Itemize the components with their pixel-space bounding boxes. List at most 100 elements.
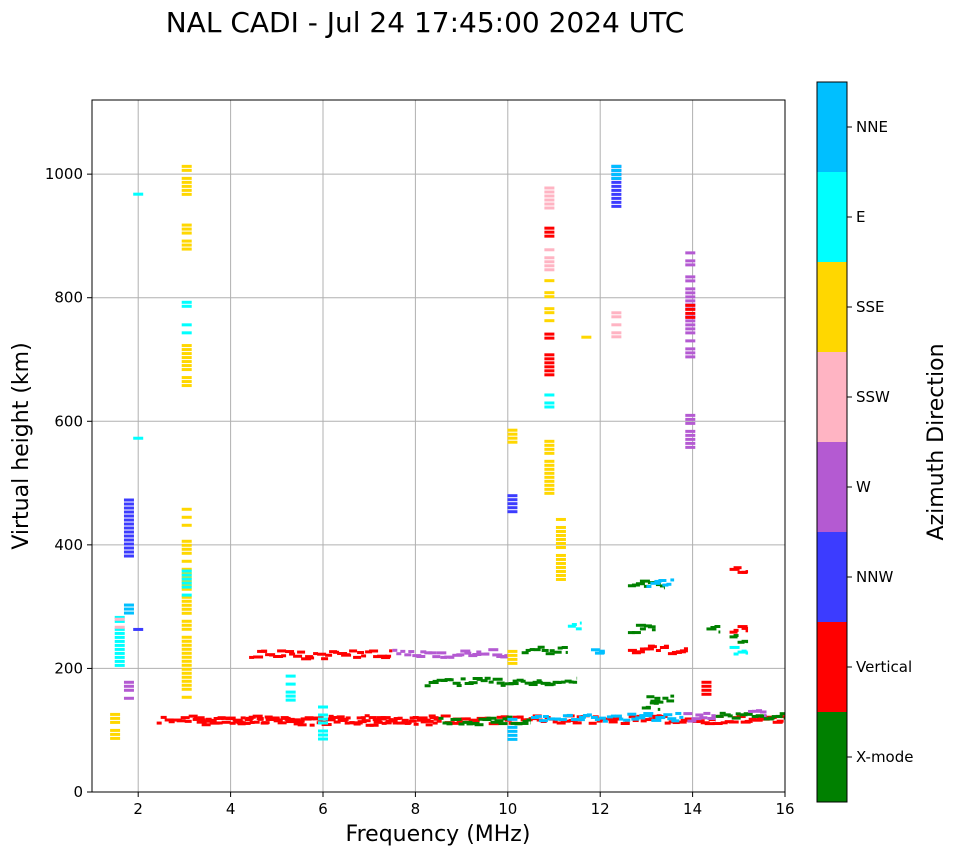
echo-trace-segment: [377, 717, 387, 721]
echo-column-segment: [544, 190, 555, 194]
echo-column-segment: [685, 279, 696, 283]
echo-trace-segment: [718, 630, 721, 634]
echo-trace-segment: [582, 713, 590, 717]
echo-trace-segment: [649, 701, 657, 705]
echo-trace-segment: [498, 722, 508, 726]
echo-column-segment: [544, 459, 555, 463]
colorbar-frame: [816, 81, 848, 803]
y-axis: 0 200 400 600 800 1000: [45, 165, 92, 801]
echo-trace-segment: [679, 649, 688, 653]
echo-column-segment: [181, 671, 192, 675]
echo-trace-segment: [321, 657, 329, 661]
echo-column-segment: [685, 347, 696, 351]
echo-trace-segment: [566, 713, 573, 717]
echo-trace-segment: [349, 649, 358, 653]
echo-trace-segment: [760, 710, 767, 714]
echo-column-segment: [110, 736, 121, 740]
echo-trace-segment: [309, 723, 315, 727]
echo-trace-segment: [553, 650, 562, 654]
echo-trace-segment: [635, 623, 646, 627]
echo-column-segment: [685, 445, 696, 449]
echo-column-segment: [181, 667, 192, 671]
echo-trace-segment: [663, 713, 673, 717]
echo-trace-segment: [779, 712, 785, 716]
echo-column-segment: [555, 561, 566, 565]
echo-column-segment: [555, 569, 566, 573]
echo-trace-segment: [561, 645, 568, 649]
echo-column-segment: [181, 577, 192, 581]
echo-trace-segment: [492, 677, 503, 681]
echo-column-segment: [123, 502, 134, 506]
echo-trace-segment: [712, 722, 723, 726]
echo-column-segment: [318, 737, 328, 741]
echo-trace-segment: [691, 717, 702, 721]
echo-trace-segment: [737, 625, 748, 629]
echo-trace-segment: [464, 651, 472, 655]
echo-column-segment: [544, 393, 555, 397]
echo-trace-segment: [679, 715, 684, 719]
echo-trace-segment: [448, 721, 459, 725]
echo-trace-segment: [572, 680, 578, 684]
colorbar-tick-label: E: [856, 208, 865, 226]
echo-trace-segment: [534, 714, 542, 718]
echo-trace-segment: [281, 716, 291, 720]
echo-trace-segment: [776, 719, 784, 723]
echo-trace-segment: [656, 714, 662, 718]
echo-trace-segment: [639, 714, 650, 718]
echo-trace-segment: [575, 627, 582, 631]
echo-column-segment: [544, 401, 555, 405]
echo-column-segment: [318, 729, 328, 733]
echo-trace-segment: [361, 654, 367, 658]
echo-column-segment: [318, 717, 328, 721]
echo-trace-segment: [241, 721, 251, 725]
echo-column-segment: [544, 295, 555, 299]
echo-trace-segment: [521, 651, 529, 655]
echo-trace-segment: [160, 715, 167, 719]
echo-trace-segment: [392, 648, 398, 652]
echo-column-segment: [507, 506, 518, 510]
echo-trace-segment: [432, 679, 438, 683]
plot-data: [110, 164, 785, 741]
echo-column-segment: [544, 198, 555, 202]
echo-column-segment: [181, 567, 192, 571]
echo-column-segment: [555, 529, 566, 533]
echo-trace-segment: [552, 720, 558, 724]
echo-column-segment: [110, 712, 121, 716]
echo-trace-segment: [448, 678, 454, 682]
echo-trace-segment: [747, 712, 753, 716]
echo-trace-segment: [337, 652, 348, 656]
echo-column-segment: [507, 733, 518, 737]
echo-column-segment: [123, 530, 134, 534]
echo-trace-segment: [704, 722, 715, 726]
echo-trace-segment: [384, 721, 392, 725]
echo-column-segment: [544, 357, 555, 361]
echo-column-segment: [507, 436, 518, 440]
echo-column-segment: [544, 230, 555, 234]
echo-column-segment: [181, 585, 192, 589]
echo-trace-segment: [456, 653, 465, 657]
echo-trace-segment: [365, 650, 373, 654]
echo-trace-segment: [639, 627, 646, 631]
echo-trace-segment: [654, 696, 661, 700]
echo-trace-segment: [720, 721, 728, 725]
echo-trace-segment: [368, 716, 377, 720]
echo-trace-segment: [554, 717, 561, 721]
colorbar-tick-label: SSE: [856, 298, 885, 316]
echo-column-segment: [114, 619, 125, 623]
echo-column-segment: [685, 319, 696, 323]
echo-column-segment: [181, 579, 192, 583]
echo-trace-segment: [389, 649, 393, 653]
echo-trace-segment: [396, 652, 402, 656]
echo-trace-segment: [249, 655, 255, 659]
echo-trace-segment: [528, 683, 538, 687]
echo-trace-segment: [321, 723, 332, 727]
echo-column-segment: [544, 369, 555, 373]
echo-column-segment: [181, 607, 192, 611]
echo-column-segment: [555, 545, 566, 549]
echo-trace-segment: [783, 716, 785, 720]
echo-trace-segment: [646, 695, 655, 699]
echo-column-segment: [181, 643, 192, 647]
echo-column-segment: [123, 611, 134, 615]
echo-column-segment: [110, 732, 121, 736]
echo-trace-segment: [602, 651, 605, 655]
